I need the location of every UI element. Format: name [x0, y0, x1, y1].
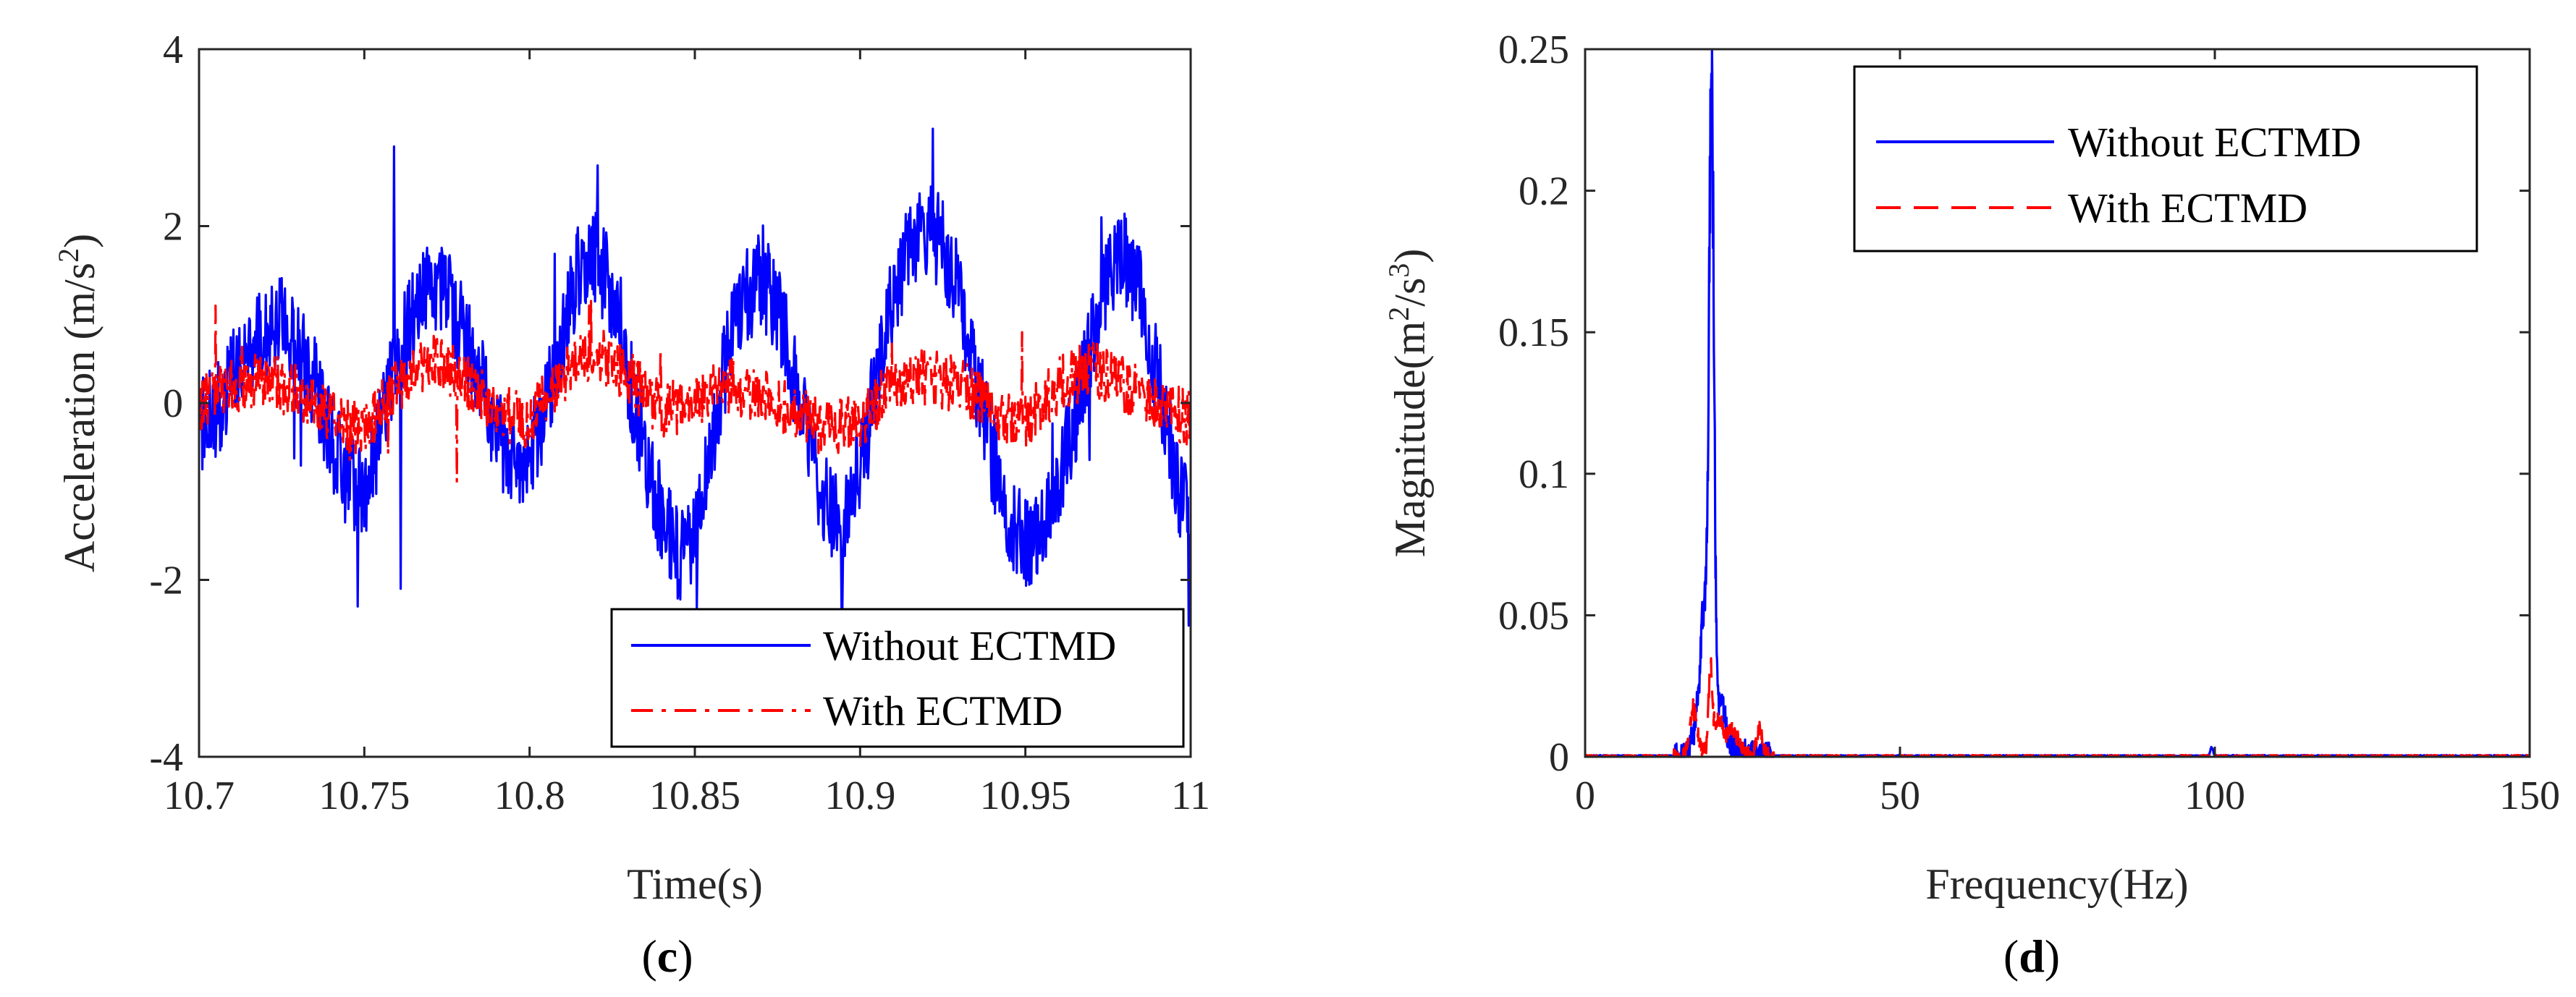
legend-label-c-with: With ECTMD	[823, 687, 1063, 734]
y-axis-label-d-tail: )	[1386, 249, 1434, 263]
x-axis-label-c: Time(s)	[627, 860, 763, 908]
ticks-group-d: 0 50 100 150 0 0.05 0.1 0.15 0.2 0.25	[1498, 27, 2560, 818]
y-axis-label-d-mid: /s	[1386, 278, 1434, 307]
x-axis-label-d: Frequency(Hz)	[1925, 860, 2188, 908]
panel-d-magnitude-chart: 0 50 100 150 0 0.05 0.1 0.15 0.2 0.25 Magnitude(m…	[1382, 27, 2560, 982]
y-tick-label-d: 0.25	[1498, 27, 1569, 72]
y-tick-label-c: -2	[149, 559, 183, 603]
legend-box-d	[1853, 65, 2478, 253]
y-tick-label-d: 0	[1549, 735, 1569, 780]
x-tick-label-d: 150	[2499, 773, 2560, 818]
x-tick-label-c: 11	[1171, 773, 1210, 818]
series-line-c-with-ectmd	[198, 298, 1192, 484]
y-axis-label-d-sup1: 2	[1382, 307, 1415, 321]
y-tick-label-d: 0.05	[1498, 593, 1569, 638]
x-tick-label-d: 100	[2184, 773, 2245, 818]
legend-c: Without ECTMD With ECTMD	[610, 608, 1185, 748]
ticks-group-c: 10.7 10.75 10.8 10.85 10.9 10.95 11 -4 -2 0 2 4	[149, 27, 1210, 818]
y-tick-label-c: -4	[149, 735, 183, 780]
panel-label-c-letter: c	[657, 930, 677, 982]
x-tick-label-d: 0	[1575, 773, 1595, 818]
y-axis-label-c-tail: )	[56, 234, 104, 248]
legend-box-c	[610, 608, 1185, 748]
series-line-c-without-ectmd	[198, 127, 1192, 627]
y-tick-label-c: 2	[163, 205, 183, 250]
panel-label-d-letter: d	[2019, 930, 2045, 982]
y-axis-label-d: Magnitude(m2/s3)	[1382, 249, 1434, 558]
y-axis-label-d-sup2: 3	[1382, 263, 1415, 278]
x-tick-label-c: 10.95	[980, 773, 1071, 818]
y-tick-label-d: 0.15	[1498, 310, 1569, 355]
legend-d: Without ECTMD With ECTMD	[1853, 65, 2478, 253]
x-tick-label-c: 10.75	[318, 773, 410, 818]
axes-frame-d	[1584, 48, 2531, 758]
legend-label-d-with: With ECTMD	[2068, 184, 2307, 232]
y-tick-label-c: 4	[163, 27, 183, 72]
x-tick-label-c: 10.8	[494, 773, 565, 818]
x-tick-label-c: 10.7	[164, 773, 235, 818]
panel-c-acceleration-chart: 10.7 10.75 10.8 10.85 10.9 10.95 11 -4 -2 0 2 4 Acc…	[52, 27, 1210, 982]
y-axis-label-c-sup: 2	[52, 248, 85, 263]
x-tick-label-d: 50	[1880, 773, 1920, 818]
x-tick-label-c: 10.85	[649, 773, 740, 818]
legend-label-c-without: Without ECTMD	[823, 622, 1116, 669]
panel-label-d: (d)	[2003, 930, 2060, 982]
y-tick-label-d: 0.1	[1519, 452, 1569, 497]
x-tick-label-c: 10.9	[824, 773, 895, 818]
y-axis-label-c: Acceleration (m/s2)	[52, 234, 104, 572]
series-group-c	[198, 127, 1192, 627]
y-tick-label-d: 0.2	[1519, 169, 1569, 214]
panel-label-c: (c)	[641, 930, 693, 982]
y-tick-label-c: 0	[163, 381, 183, 426]
legend-label-d-without: Without ECTMD	[2068, 119, 2361, 166]
